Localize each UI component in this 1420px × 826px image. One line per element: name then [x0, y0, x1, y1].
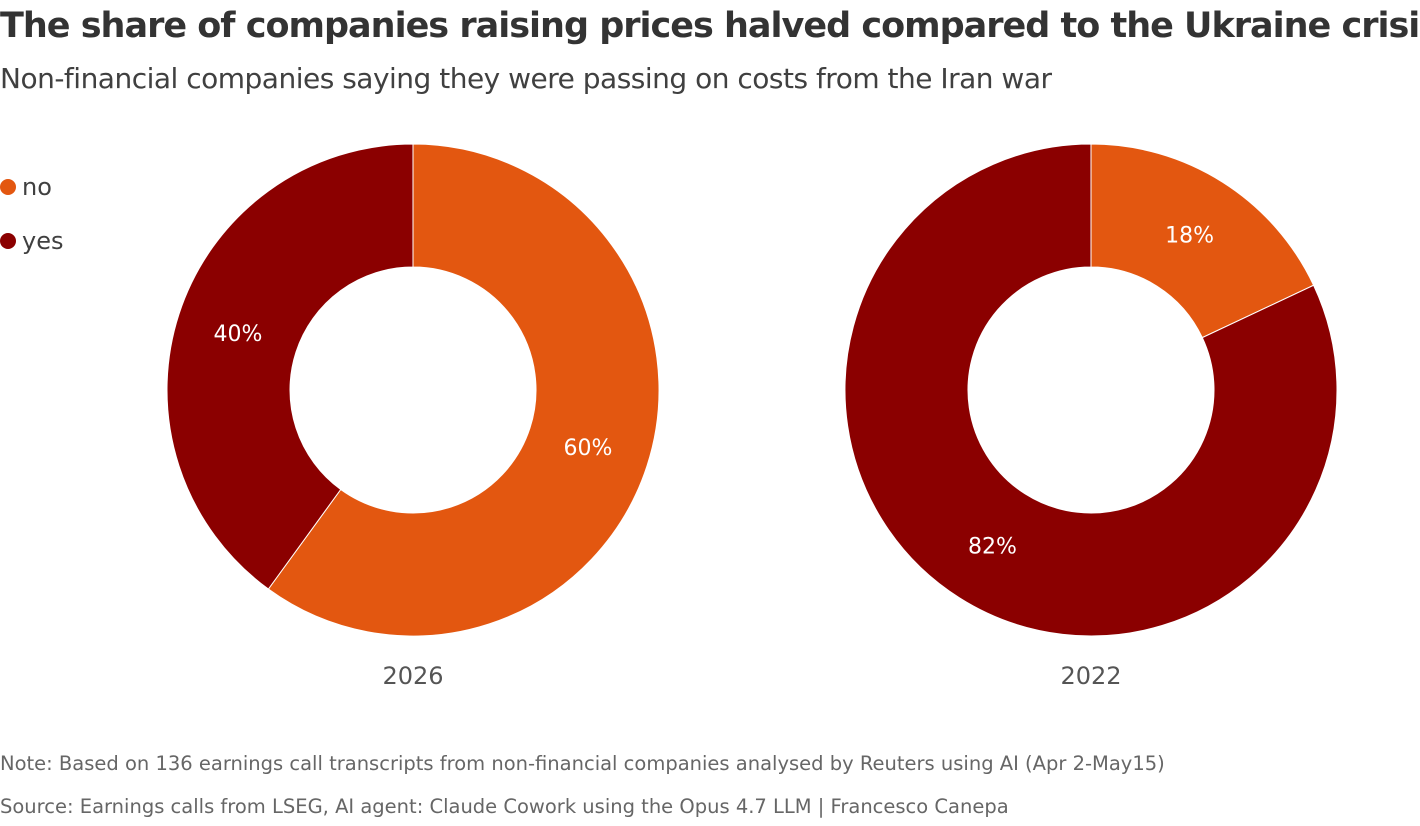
donut-2022-slice-yes — [844, 143, 1338, 637]
donut-2022-label-no: 18% — [1165, 224, 1214, 249]
legend-label-yes: yes — [22, 227, 64, 255]
donut-2026-caption: 2026 — [382, 662, 443, 690]
donut-2026-slice-no — [267, 143, 660, 637]
donut-2026-slice-yes — [166, 143, 414, 590]
donut-2022-slice-no — [1090, 143, 1315, 339]
donut-2022-caption: 2022 — [1060, 662, 1121, 690]
chart-title: The share of companies raising prices ha… — [0, 6, 1420, 46]
donut-2026-label-yes: 40% — [214, 322, 263, 347]
chart-subtitle: Non-financial companies saying they were… — [0, 62, 1052, 95]
donut-2022-label-yes: 82% — [968, 534, 1017, 559]
legend: no yes — [0, 160, 63, 268]
chart-note: Note: Based on 136 earnings call transcr… — [0, 752, 1165, 775]
legend-swatch-yes — [0, 233, 16, 249]
legend-label-no: no — [22, 173, 52, 201]
legend-item-yes: yes — [0, 214, 63, 268]
donut-2026-label-no: 60% — [564, 436, 613, 461]
legend-item-no: no — [0, 160, 63, 214]
legend-swatch-no — [0, 179, 16, 195]
chart-source: Source: Earnings calls from LSEG, AI age… — [0, 795, 1009, 818]
